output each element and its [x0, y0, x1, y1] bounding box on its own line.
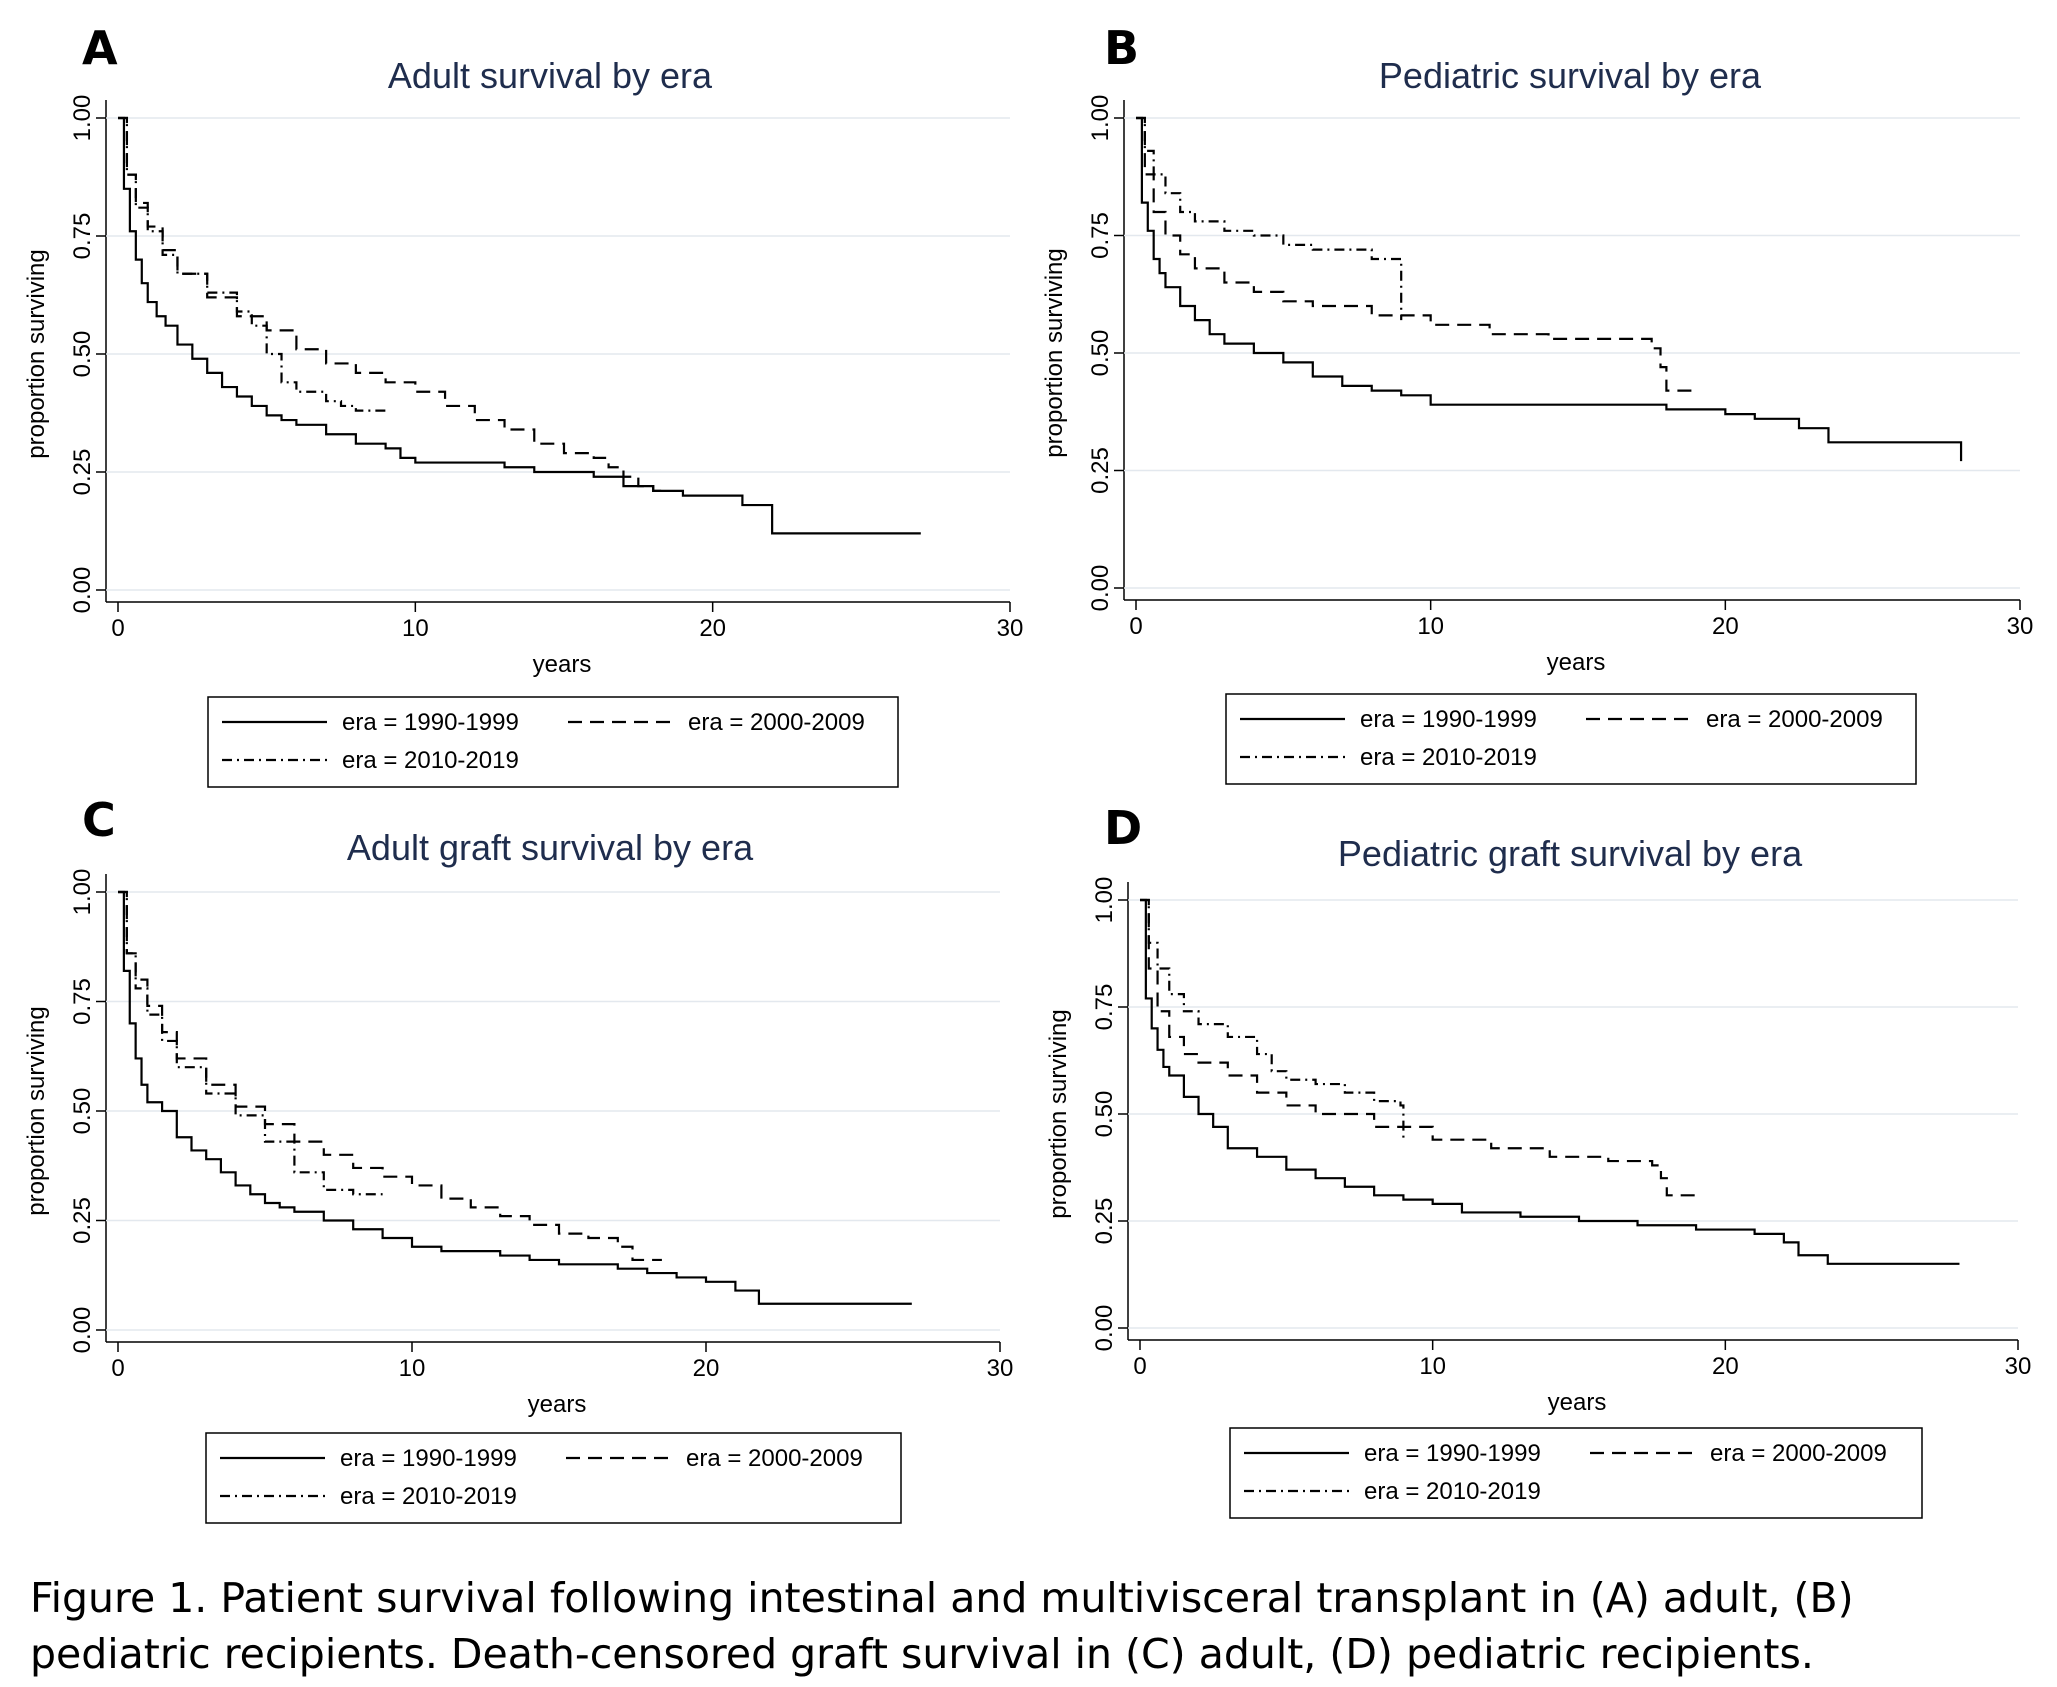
x-tick-label: 20	[699, 615, 726, 642]
survival-curve-dashdot	[1136, 116, 1403, 321]
y-tick-label: 0.50	[1091, 1091, 1118, 1138]
x-tick-label: 10	[399, 1355, 426, 1382]
panel-letter: D	[1104, 801, 1142, 855]
chart-title: Adult graft survival by era	[347, 827, 754, 868]
panel-b-svg: B Pediatric survival by era 0.00 0.25 0.50 0.…	[1041, 21, 2034, 785]
panel-d-svg: D Pediatric graft survival by era 0.00 0.25…	[1045, 801, 2032, 1519]
y-tick-label: 1.00	[69, 869, 96, 916]
x-tick-label: 20	[693, 1355, 720, 1382]
y-tick-label: 1.00	[69, 95, 96, 142]
y-axis-label: proportion surviving	[23, 1006, 50, 1215]
x-axis-label: years	[533, 651, 592, 678]
x-axis-label: years	[1547, 649, 1606, 676]
legend-label: era = 2000-2009	[1706, 706, 1883, 733]
y-tick-label: 1.00	[1091, 877, 1118, 924]
figure-caption: Figure 1. Patient survival following int…	[30, 1574, 1854, 1678]
y-tick-label: 0.50	[69, 331, 96, 378]
y-tick-label: 0.75	[69, 978, 96, 1025]
y-tick-label: 0.00	[1091, 1305, 1118, 1352]
y-tick-label: 0.00	[69, 567, 96, 614]
y-tick-label: 0.00	[69, 1307, 96, 1354]
survival-curve-solid	[1136, 116, 1963, 462]
legend-box	[207, 696, 899, 788]
legend-box	[1225, 693, 1917, 785]
survival-curve-dashed	[1136, 116, 1696, 392]
survival-curve-solid	[1140, 898, 1960, 1265]
legend-label: era = 2010-2019	[1364, 1478, 1541, 1505]
legend-label: era = 2000-2009	[686, 1445, 863, 1472]
x-tick-label: 0	[1133, 1353, 1146, 1380]
x-tick-label: 0	[111, 1355, 124, 1382]
x-tick-label: 10	[1419, 1353, 1446, 1380]
survival-curve-dashed	[118, 116, 669, 492]
x-tick-label: 10	[1417, 613, 1444, 640]
y-tick-label: 0.75	[1091, 984, 1118, 1031]
y-axis-label: proportion surviving	[1045, 1009, 1072, 1218]
x-tick-label: 30	[987, 1355, 1014, 1382]
y-tick-label: 1.00	[1087, 95, 1114, 142]
panel-c-chart: C Adult graft survival by era 0.00 0.25 0.50…	[0, 790, 1020, 1570]
x-tick-label: 20	[1712, 613, 1739, 640]
chart-title: Pediatric graft survival by era	[1338, 833, 1803, 874]
legend-label: era = 2000-2009	[1710, 1440, 1887, 1467]
x-axis-label: years	[1548, 1389, 1607, 1416]
y-tick-label: 0.50	[69, 1088, 96, 1135]
legend-label: era = 1990-1999	[342, 709, 519, 736]
y-tick-label: 0.25	[69, 1197, 96, 1244]
chart-title: Adult survival by era	[388, 55, 713, 96]
survival-curve-solid	[118, 116, 921, 535]
legend-label: era = 1990-1999	[1364, 1440, 1541, 1467]
panel-a-svg: A Adult survival by era 0.00 0.25 0.50 0.75 1.…	[23, 21, 1023, 788]
panel-c-svg: C Adult graft survival by era 0.00 0.25 0.50…	[23, 793, 1014, 1524]
y-tick-label: 0.75	[69, 213, 96, 260]
y-tick-label: 0.25	[69, 449, 96, 496]
panel-letter: B	[1104, 21, 1139, 75]
legend-box	[1229, 1427, 1923, 1519]
legend-label: era = 2010-2019	[342, 747, 519, 774]
x-axis-label: years	[528, 1391, 587, 1418]
legend-box	[205, 1432, 902, 1524]
x-tick-label: 0	[111, 615, 124, 642]
legend-label: era = 1990-1999	[1360, 706, 1537, 733]
y-tick-label: 0.00	[1087, 565, 1114, 612]
x-tick-label: 30	[2007, 613, 2034, 640]
legend-label: era = 2000-2009	[688, 709, 865, 736]
panel-d-chart: D Pediatric graft survival by era 0.00 0.25…	[1020, 790, 2057, 1570]
chart-title: Pediatric survival by era	[1379, 55, 1762, 96]
y-axis-label: proportion surviving	[23, 249, 50, 458]
legend-label: era = 1990-1999	[340, 1445, 517, 1472]
panel-a-chart: A Adult survival by era 0.00 0.25 0.50 0.75 1.…	[0, 0, 1023, 800]
survival-curve-dashdot	[118, 890, 383, 1196]
panel-b-chart: B Pediatric survival by era 0.00 0.25 0.50 0.…	[1020, 0, 2057, 800]
survival-curve-dashdot	[118, 116, 386, 412]
y-axis-label: proportion surviving	[1041, 248, 1068, 457]
survival-curve-dashdot	[1140, 898, 1405, 1140]
y-tick-label: 0.25	[1087, 447, 1114, 494]
x-tick-label: 30	[2005, 1353, 2032, 1380]
x-tick-label: 30	[997, 615, 1024, 642]
survival-curve-dashed	[1140, 898, 1697, 1197]
y-tick-label: 0.75	[1087, 212, 1114, 259]
legend-label: era = 2010-2019	[340, 1483, 517, 1510]
y-tick-label: 0.25	[1091, 1198, 1118, 1245]
panel-letter: A	[82, 21, 118, 75]
x-tick-label: 0	[1129, 613, 1142, 640]
survival-curve-solid	[118, 890, 912, 1305]
legend-label: era = 2010-2019	[1360, 744, 1537, 771]
x-tick-label: 10	[402, 615, 429, 642]
x-tick-label: 20	[1712, 1353, 1739, 1380]
panel-letter: C	[82, 793, 116, 847]
survival-curve-dashed	[118, 890, 662, 1262]
y-tick-label: 0.50	[1087, 330, 1114, 377]
